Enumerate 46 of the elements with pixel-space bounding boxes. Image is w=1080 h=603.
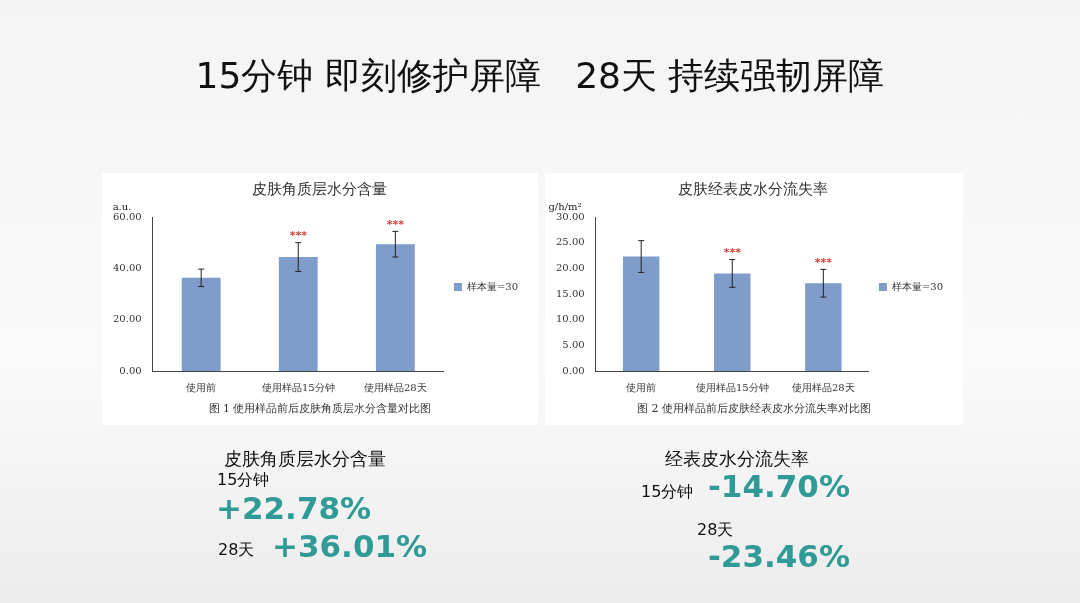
y-tick-label: 20.00	[555, 261, 585, 273]
y-tick-label: 40.00	[112, 261, 142, 273]
text: 15分钟	[641, 482, 694, 503]
x-tick-label: 使用样品28天	[363, 381, 427, 393]
text: 28天	[218, 540, 255, 561]
annotation: ***	[814, 255, 833, 269]
annotation: ***	[386, 218, 405, 232]
y-tick-label: 15.00	[555, 287, 585, 299]
y-tick-label: 0.00	[562, 364, 585, 376]
text: +36.01%	[272, 528, 428, 564]
annotation: ***	[723, 245, 742, 259]
text: 28天	[697, 520, 734, 541]
bar	[181, 277, 221, 371]
bar	[714, 273, 751, 371]
text: 15分钟 即刻修护屏障 28天 持续强韧屏障	[194, 54, 886, 98]
y-tick-label: 60.00	[112, 210, 142, 222]
text: +22.78%	[216, 490, 372, 526]
y-tick-label: 25.00	[555, 236, 585, 248]
text: 经表皮水分流失率	[665, 447, 809, 471]
y-tick-label: 20.00	[112, 313, 142, 325]
x-tick-label: 使用样品28天	[791, 381, 855, 393]
bar	[375, 244, 415, 371]
text: -23.46%	[708, 538, 850, 574]
text: 皮肤角质层水分含量	[224, 447, 386, 471]
y-axis-title: g/h/m²	[548, 200, 582, 212]
legend-label: 样本量=30	[466, 280, 519, 292]
text: -14.70%	[708, 468, 850, 504]
x-tick-label: 使用样品15分钟	[695, 381, 769, 393]
bar	[622, 256, 660, 371]
bar	[805, 283, 842, 371]
x-tick-label: 使用前	[626, 381, 657, 393]
caption: 图 1 使用样品前后皮肤角质层水分含量对比图	[207, 401, 433, 416]
y-tick-label: 30.00	[555, 210, 585, 222]
text: 15分钟	[217, 470, 270, 491]
y-tick-label: 10.00	[555, 313, 585, 325]
y-axis-title: a.u.	[112, 200, 132, 212]
legend-label: 样本量=30	[891, 280, 944, 292]
chart-title: 皮肤经表皮水分流失率	[678, 179, 828, 198]
x-tick-label: 使用前	[186, 381, 217, 393]
bar	[278, 257, 318, 371]
y-tick-label: 5.00	[562, 338, 585, 350]
annotation: ***	[289, 229, 308, 243]
x-tick-label: 使用样品15分钟	[261, 381, 335, 393]
y-tick-label: 0.00	[119, 364, 142, 376]
chart-title: 皮肤角质层水分含量	[251, 179, 387, 198]
caption: 图 2 使用样品前后皮肤经表皮水分流失率对比图	[636, 401, 872, 416]
